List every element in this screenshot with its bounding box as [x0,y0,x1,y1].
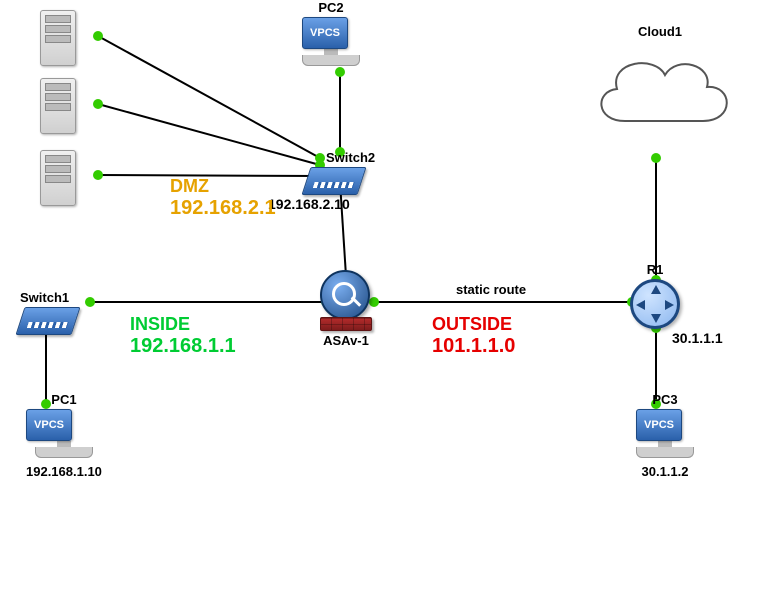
switch1: Switch1 [20,290,76,335]
link-endpoint [651,153,661,163]
zone-dmz-title: DMZ [170,176,276,197]
diagram-stage: PC2 VPCS Switch2 192.168.2.10 Switch1 AS… [0,0,777,592]
zone-outside-title: OUTSIDE [432,314,515,335]
pc1-label: PC1 [26,392,102,407]
link-endpoint [335,67,345,77]
server-2 [40,78,76,134]
link-endpoint [93,99,103,109]
asa-label: ASAv-1 [320,333,372,348]
switch2-label: Switch2 [326,150,375,165]
vpcs-badge: VPCS [26,409,72,441]
pc3-label: PC3 [636,392,694,407]
switch2-ip: 192.168.2.10 [268,196,350,212]
switch1-label: Switch1 [20,290,76,305]
vpcs-badge: VPCS [636,409,682,441]
zone-outside: OUTSIDE 101.1.1.0 [432,314,515,358]
asa: ASAv-1 [320,270,372,348]
link-endpoint [85,297,95,307]
zone-outside-ip: 101.1.1.0 [432,335,515,358]
cloud-label: Cloud1 [580,24,740,39]
cloud-icon [585,41,735,141]
zone-inside-title: INSIDE [130,314,236,335]
switch2: Switch2 [306,150,375,195]
pc2-label: PC2 [302,0,360,15]
pc3-ip: 30.1.1.2 [636,464,694,479]
pc1-ip: 192.168.1.10 [26,464,102,479]
r1-label: R1 [630,262,680,277]
r1: R1 [630,262,680,329]
link-endpoint [93,170,103,180]
vpcs-badge: VPCS [302,17,348,49]
pc2: PC2 VPCS [302,0,360,66]
pc1: PC1 VPCS 192.168.1.10 [26,392,102,479]
server-3 [40,150,76,206]
pc3: PC3 VPCS 30.1.1.2 [636,392,694,479]
link-endpoint [93,31,103,41]
r1-ip: 30.1.1.1 [672,330,723,346]
cloud: Cloud1 [580,24,740,146]
server-1 [40,10,76,66]
zone-dmz: DMZ 192.168.2.1 [170,176,276,220]
zone-inside-ip: 192.168.1.1 [130,335,236,358]
link-label: static route [456,282,526,297]
zone-dmz-ip: 192.168.2.1 [170,197,276,220]
zone-inside: INSIDE 192.168.1.1 [130,314,236,358]
